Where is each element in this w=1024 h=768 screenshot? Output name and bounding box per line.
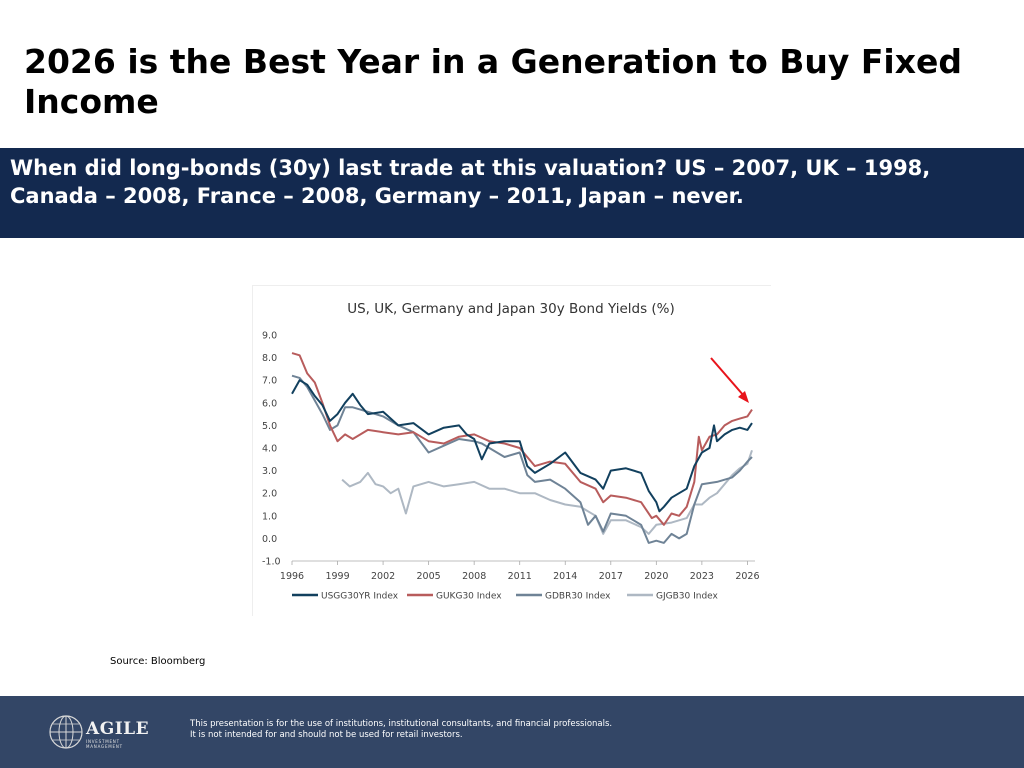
legend-label: GDBR30 Index (545, 592, 611, 602)
disclaimer: This presentation is for the use of inst… (190, 719, 612, 741)
banner-line-2: Canada – 2008, France – 2008, Germany – … (10, 184, 744, 208)
disclaimer-line-1: This presentation is for the use of inst… (190, 719, 613, 729)
x-tick-label: 2002 (371, 571, 395, 582)
banner-text: When did long-bonds (30y) last trade at … (10, 154, 1010, 210)
series-line-gukg30-index (291, 352, 753, 526)
y-tick-label: 9.0 (262, 331, 277, 342)
x-tick-label: 2014 (553, 571, 577, 582)
y-tick-label: -1.0 (262, 557, 281, 568)
footer: AGILE INVESTMENT MANAGEMENT This present… (0, 696, 1024, 768)
x-tick-label: 2023 (690, 571, 714, 582)
series-line-gdbr30-index (291, 374, 753, 544)
y-tick-label: 4.0 (262, 444, 277, 455)
legend-label: GUKG30 Index (436, 592, 502, 602)
y-tick-label: 3.0 (262, 466, 277, 477)
legend-label: USGG30YR Index (321, 592, 399, 602)
y-tick-label: 6.0 (262, 398, 277, 409)
red-arrow-annotation (710, 357, 749, 403)
y-tick-label: 1.0 (262, 511, 277, 522)
chart-title: US, UK, Germany and Japan 30y Bond Yield… (347, 301, 675, 317)
x-tick-label: 1996 (280, 571, 304, 582)
series-line-gjgb30-index (341, 449, 753, 535)
series-line-usgg30yr-index (291, 379, 753, 513)
x-tick-label: 2020 (644, 571, 668, 582)
x-tick-label: 2008 (462, 571, 486, 582)
y-tick-label: 8.0 (262, 353, 277, 364)
key-message-banner: When did long-bonds (30y) last trade at … (0, 148, 1024, 238)
y-tick-label: 5.0 (262, 421, 277, 432)
x-tick-label: 1999 (325, 571, 349, 582)
legend-label: GJGB30 Index (656, 592, 719, 602)
banner-line-1: When did long-bonds (30y) last trade at … (10, 156, 931, 180)
y-tick-label: 0.0 (262, 534, 277, 545)
x-tick-label: 2011 (508, 571, 532, 582)
x-tick-label: 2026 (735, 571, 759, 582)
globe-icon (49, 715, 83, 749)
x-tick-label: 2017 (599, 571, 623, 582)
agile-logo: AGILE INVESTMENT MANAGEMENT (48, 714, 158, 750)
y-tick-label: 7.0 (262, 376, 277, 387)
y-tick-label: 2.0 (262, 489, 277, 500)
yield-chart: US, UK, Germany and Japan 30y Bond Yield… (262, 301, 760, 602)
source-note: Source: Bloomberg (110, 656, 206, 667)
disclaimer-line-2: It is not intended for and should not be… (190, 730, 463, 740)
x-tick-label: 2005 (417, 571, 441, 582)
slide-title: 2026 is the Best Year in a Generation to… (24, 42, 963, 121)
logo-subtext: INVESTMENT MANAGEMENT (86, 739, 123, 749)
logo-wordmark: AGILE (86, 719, 150, 739)
